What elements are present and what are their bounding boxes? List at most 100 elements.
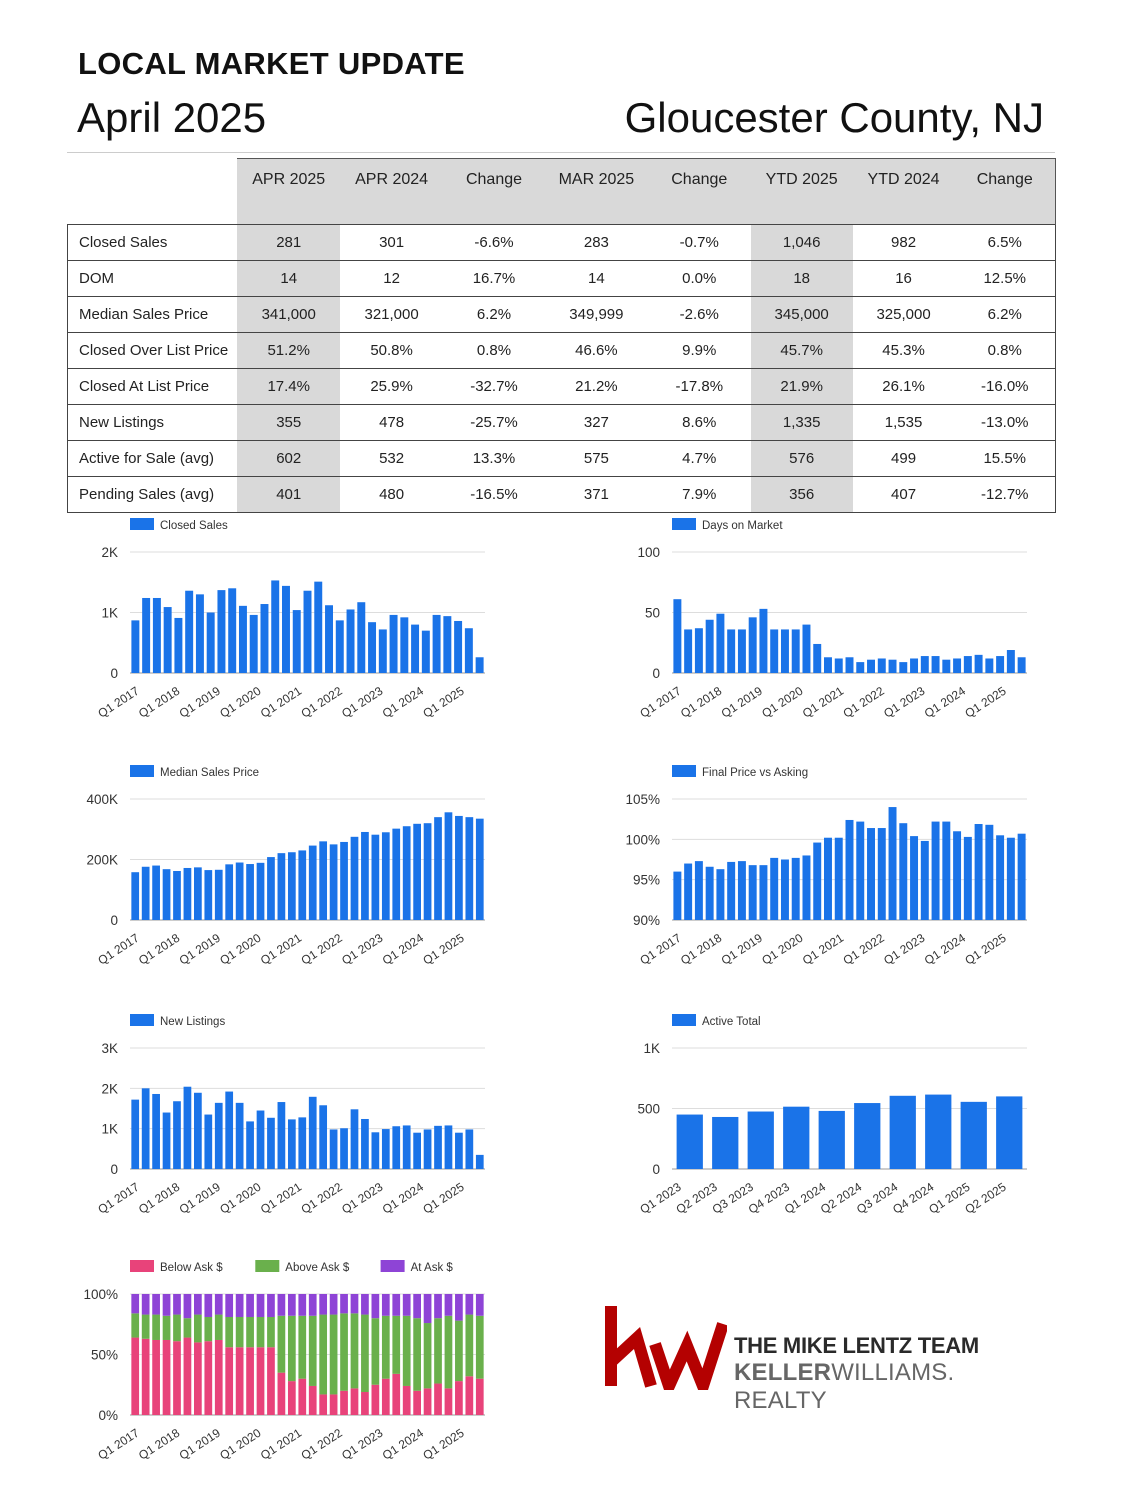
table-corner: [67, 158, 238, 225]
data-bar: [329, 844, 338, 920]
data-bar: [824, 837, 832, 920]
data-bar: [856, 821, 865, 920]
data-bar: [963, 656, 972, 673]
above-ask-bar: [204, 1316, 213, 1342]
data-bar: [475, 657, 484, 673]
data-bar: [920, 840, 929, 920]
data-bar: [361, 831, 369, 920]
x-tick-label: Q1 2021: [258, 1180, 305, 1217]
data-bar: [856, 662, 865, 673]
data-bar: [673, 871, 682, 920]
at-ask-bar: [287, 1294, 296, 1316]
data-bar: [770, 857, 779, 920]
change-cell: 0.8%: [954, 332, 1056, 369]
at-ask-bar: [475, 1294, 484, 1316]
data-bar: [802, 855, 811, 920]
data-bar: [465, 1129, 474, 1169]
data-bar: [381, 1129, 390, 1169]
data-bar: [434, 1125, 442, 1169]
data-bar: [737, 629, 746, 673]
y-tick-label: 2K: [101, 1081, 118, 1096]
final-price-vs-asking-chart: Final Price vs Asking 105% 100% 95% 90% Q1 20…: [625, 765, 1027, 968]
below-ask-bar: [246, 1347, 254, 1415]
below-ask-bar: [381, 1378, 390, 1415]
table-row: New Listings 355 478 -25.7% 327 8.6% 1,335 1,53…: [67, 404, 1056, 441]
data-bar: [131, 872, 140, 920]
data-bar: [716, 613, 725, 673]
y-tick-label: 1K: [643, 1041, 660, 1056]
data-bar: [267, 1117, 275, 1169]
data-bar: [974, 824, 983, 920]
x-tick-label: Q1 2019: [719, 931, 766, 968]
brand-regular: WILLIAMS. REALTY: [734, 1359, 955, 1414]
change-cell: 6.2%: [443, 296, 545, 333]
at-ask-bar: [173, 1294, 181, 1315]
at-ask-bar: [162, 1294, 171, 1316]
row-label: New Listings: [67, 404, 238, 441]
at-ask-bar: [402, 1294, 411, 1316]
data-bar: [277, 1102, 286, 1169]
data-bar: [141, 1088, 150, 1169]
x-tick-label: Q1 2023: [881, 931, 928, 968]
value-cell: 356: [750, 476, 853, 513]
data-bar: [183, 1086, 192, 1169]
legend-swatch: [672, 1014, 696, 1026]
above-ask-bar: [131, 1313, 140, 1338]
above-ask-bar: [173, 1314, 181, 1342]
below-ask-bar: [319, 1394, 328, 1415]
legend-label: At Ask $: [411, 1262, 454, 1274]
value-cell: 532: [340, 440, 444, 477]
data-bar: [267, 857, 275, 920]
data-bar: [953, 831, 962, 920]
below-ask-bar: [392, 1373, 401, 1415]
at-ask-bar: [413, 1294, 421, 1319]
value-cell: 325,000: [852, 296, 955, 333]
data-bar: [824, 657, 832, 673]
data-bar: [705, 619, 714, 673]
above-ask-bar: [329, 1314, 338, 1395]
kw-mark-icon: [605, 1306, 727, 1390]
data-bar: [357, 602, 366, 673]
at-ask-bar: [465, 1294, 474, 1315]
data-bar: [225, 1091, 234, 1169]
data-bar: [455, 815, 463, 920]
above-ask-bar: [214, 1314, 223, 1340]
data-bar: [238, 605, 247, 673]
data-bar: [727, 629, 736, 673]
x-tick-label: Q1 2019: [177, 1426, 224, 1463]
data-bar: [434, 817, 442, 920]
x-tick-label: Q1 2020: [759, 684, 806, 721]
above-ask-bar: [267, 1316, 275, 1348]
data-bar: [246, 864, 254, 920]
at-ask-bar: [329, 1294, 338, 1315]
x-tick-label: Q1 2018: [136, 684, 183, 721]
value-cell: 1,046: [750, 224, 853, 261]
data-bar: [1006, 650, 1015, 673]
x-tick-label: Q1 2018: [678, 931, 725, 968]
data-bar: [423, 823, 432, 920]
above-ask-bar: [183, 1318, 192, 1338]
table-row: Closed Sales 281 301 -6.6% 283 -0.7% 1,046 982 6…: [67, 224, 1056, 261]
value-cell: 14: [237, 260, 341, 297]
value-cell: 16: [852, 260, 955, 297]
y-tick-label: 95%: [633, 873, 660, 888]
data-bar: [303, 590, 312, 673]
data-bar: [163, 607, 172, 673]
data-bar: [185, 590, 194, 673]
data-bar: [204, 1114, 213, 1169]
value-cell: 18: [750, 260, 853, 297]
legend-label: Days on Market: [702, 520, 783, 532]
row-label: Active for Sale (avg): [67, 440, 238, 477]
x-tick-label: Q1 2020: [217, 684, 264, 721]
data-bar: [770, 629, 779, 673]
below-ask-bar: [413, 1390, 421, 1415]
x-tick-label: Q1 2025: [420, 931, 467, 968]
market-stats-table: APR 2025 APR 2024 Change MAR 2025 Change…: [67, 158, 1056, 513]
data-bar: [737, 861, 746, 920]
header-divider: [67, 152, 1055, 153]
value-cell: 480: [340, 476, 444, 513]
below-ask-bar: [434, 1383, 442, 1415]
change-cell: 6.5%: [954, 224, 1056, 261]
above-ask-bar: [235, 1316, 244, 1348]
